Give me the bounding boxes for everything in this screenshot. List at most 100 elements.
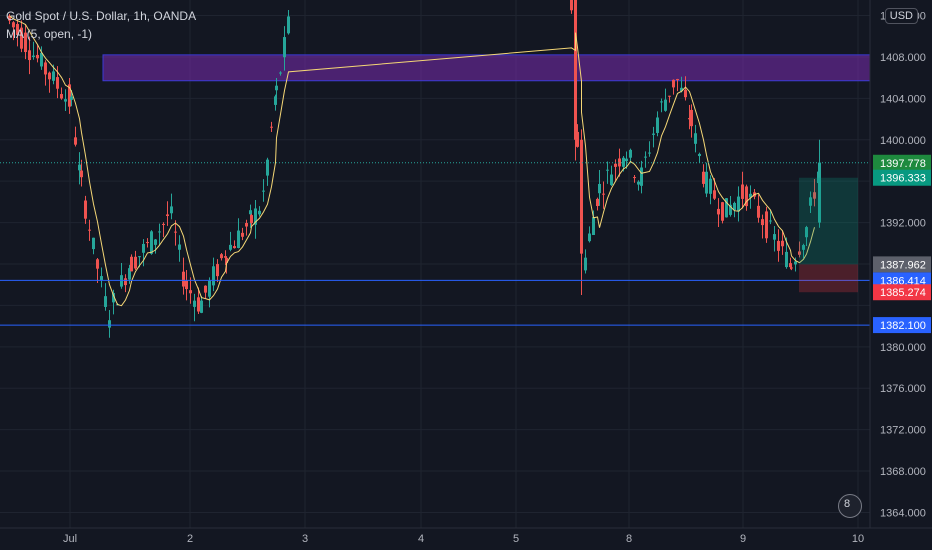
events-flag-icon[interactable]: 8 [838, 494, 862, 518]
candle-body [128, 268, 131, 280]
candle-body [818, 162, 821, 223]
price-tag-entry [873, 256, 931, 273]
price-tick-label: 1364.000 [880, 507, 926, 519]
price-tag-label: 1382.100 [880, 320, 926, 332]
candle-body [24, 32, 27, 53]
position-target-zone [799, 177, 858, 265]
candle-body [108, 320, 111, 328]
candle-body [745, 186, 748, 207]
candle-body [574, 0, 577, 140]
candle-body [773, 234, 776, 240]
candle-body [640, 167, 643, 186]
candle-body [249, 210, 252, 215]
candle-body [660, 101, 663, 103]
time-tick-label: 5 [513, 533, 519, 545]
candle-body [664, 99, 667, 111]
candle-body [761, 219, 764, 226]
currency-badge[interactable]: USD [884, 8, 918, 24]
candle-body [283, 37, 286, 58]
candle-body [20, 27, 23, 49]
candle-body [142, 243, 145, 253]
candle-body [170, 206, 173, 214]
candle-body [672, 79, 675, 88]
candle-body [200, 300, 203, 313]
price-tag-last-price [873, 154, 931, 171]
candle-body [781, 240, 784, 247]
candle-body [287, 16, 290, 34]
candle-body [16, 23, 19, 36]
candle-body [614, 163, 617, 167]
candle-body [258, 210, 261, 215]
candle-body [32, 55, 35, 58]
candle-body [733, 202, 736, 211]
candle-body [765, 211, 768, 239]
candle-body [694, 133, 697, 144]
candle-body [224, 256, 227, 258]
time-axis-bg [0, 528, 932, 550]
candle-body [96, 259, 99, 269]
candle-body [146, 242, 149, 244]
candle-body [193, 300, 196, 307]
candle-body [717, 208, 720, 215]
time-tick-label: 4 [418, 533, 424, 545]
price-tag-label: 1396.333 [880, 173, 926, 185]
candle-body [721, 202, 724, 221]
candle-body [233, 246, 236, 249]
price-tag-label: 1397.778 [880, 158, 926, 170]
candle-body [798, 251, 801, 255]
events-count: 8 [844, 498, 851, 510]
candle-body [266, 159, 269, 176]
candle-body [68, 84, 71, 107]
candle-body [250, 215, 253, 224]
candle-body [676, 79, 679, 81]
candle-body [189, 290, 192, 294]
candle-body [84, 200, 87, 219]
candle-body [104, 296, 107, 307]
candle-body [112, 293, 115, 303]
time-tick-label: Jul [63, 533, 77, 545]
candle-body [44, 62, 47, 75]
candle-body [576, 131, 579, 147]
price-tick-label: 1392.000 [880, 218, 926, 230]
candle-body [656, 117, 659, 133]
candle-body [680, 87, 683, 92]
candle-body [757, 205, 760, 218]
candle-body [92, 237, 95, 250]
candle-body [40, 52, 43, 67]
candle-body [241, 232, 244, 237]
candle-body [237, 230, 240, 249]
time-tick-label: 8 [626, 533, 632, 545]
candle-body [178, 244, 181, 250]
price-tick-label: 1408.000 [880, 52, 926, 64]
moving-average-line [9, 15, 815, 307]
candle-body [270, 126, 273, 128]
candle-body [208, 280, 211, 297]
candle-body [637, 181, 640, 185]
price-tick-label: 1404.000 [880, 93, 926, 105]
price-tag-horizontal-line-2 [873, 317, 931, 334]
candle-body [809, 197, 812, 206]
price-tick-label: 1368.000 [880, 466, 926, 478]
candle-body [580, 139, 583, 254]
candle-body [36, 54, 39, 59]
candle-body [225, 257, 228, 263]
candle-body [633, 177, 636, 179]
candle-body [162, 223, 165, 225]
candle-body [262, 190, 265, 192]
candle-body [28, 50, 31, 61]
candle-body [596, 198, 599, 207]
candle-body [150, 231, 153, 254]
candle-body [70, 96, 73, 100]
candle-body [648, 152, 651, 154]
price-tick-label: 1372.000 [880, 425, 926, 437]
candle-body [737, 196, 740, 212]
supply-zone [102, 54, 871, 82]
indicator-legend[interactable]: MA (5, open, -1) [6, 27, 93, 41]
candle-body [100, 276, 103, 281]
candle-body [802, 245, 805, 250]
candle-body [158, 231, 161, 233]
symbol-legend[interactable]: Gold Spot / U.S. Dollar, 1h, OANDA [6, 9, 197, 23]
candle-body [64, 99, 67, 102]
